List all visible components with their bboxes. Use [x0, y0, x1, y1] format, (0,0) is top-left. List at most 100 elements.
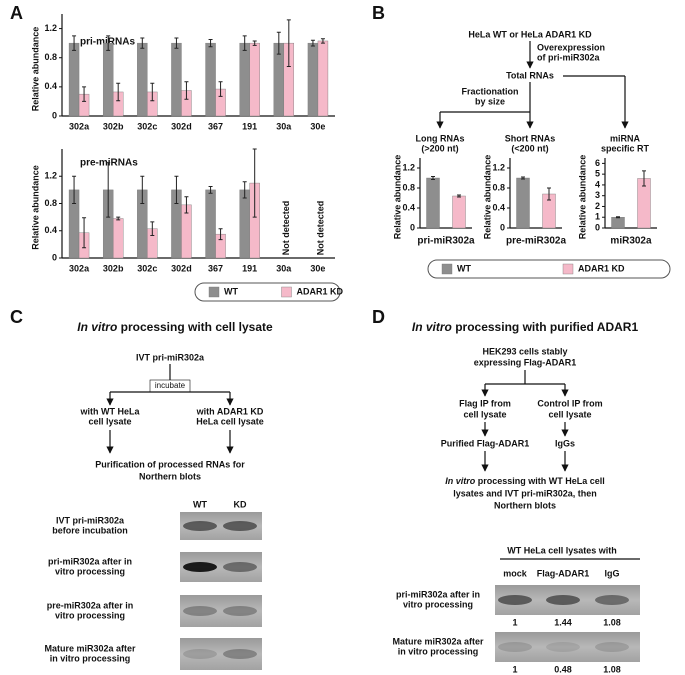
- y-tick-label: 3: [595, 190, 600, 200]
- flow-text: with WT HeLa: [80, 406, 141, 416]
- x-tick-label: 302c: [137, 263, 157, 273]
- row-label: in vitro processing: [398, 646, 479, 656]
- bar: [137, 42, 148, 117]
- y-tick-label: 0.4: [44, 81, 57, 91]
- blot: [180, 638, 262, 670]
- flow-text: (>200 nt): [421, 143, 458, 153]
- flow-text: Short RNAs: [505, 133, 556, 143]
- x-tick-label: 30e: [310, 121, 325, 131]
- x-tick-label: 302d: [171, 121, 192, 131]
- flow-text: IVT pri-miR302a: [136, 352, 205, 362]
- flow-text: Flag IP from: [459, 398, 511, 408]
- row-label: vitro processing: [403, 599, 473, 609]
- blot-band: [498, 642, 532, 652]
- flow-text: HeLa WT or HeLa ADAR1 KD: [468, 29, 592, 39]
- flow-text: of pri-miR302a: [537, 52, 601, 62]
- error-bar: [184, 81, 189, 100]
- error-bar: [106, 162, 111, 218]
- y-tick-label: 1.2: [402, 162, 415, 172]
- x-tick-label: 367: [208, 263, 223, 273]
- quantification: 1.44: [554, 617, 572, 627]
- title: In vitro processing with cell lysate: [77, 320, 273, 334]
- column-label: mock: [503, 568, 528, 578]
- quantification: 1.08: [603, 664, 621, 674]
- blot-band: [498, 595, 532, 605]
- bar: [452, 195, 466, 229]
- y-axis-label: Relative abundance: [30, 165, 40, 250]
- legend-label: ADAR1 KD: [578, 263, 625, 273]
- bar: [239, 42, 250, 117]
- flow-text: Long RNAs: [416, 133, 465, 143]
- flow-text: Overexpression: [537, 42, 605, 52]
- y-tick-label: 6: [595, 158, 600, 168]
- error-bar: [521, 176, 525, 180]
- error-bar: [431, 176, 435, 180]
- x-tick-label: 191: [242, 121, 257, 131]
- panel-label: C: [10, 307, 23, 327]
- bar: [317, 40, 329, 117]
- y-tick-label: 0.4: [44, 225, 57, 235]
- x-axis-label: pre-miR302a: [506, 236, 566, 247]
- blot-band: [183, 521, 217, 531]
- bar: [205, 189, 216, 259]
- panel-label: B: [372, 3, 385, 23]
- flow-text: Northern blots: [139, 471, 201, 481]
- bar: [239, 189, 250, 259]
- x-tick-label: 302d: [171, 263, 192, 273]
- flow-text: miRNA: [610, 133, 641, 143]
- error-bar: [616, 216, 620, 219]
- bar: [307, 42, 319, 117]
- blot-band: [223, 562, 257, 572]
- y-tick-label: 1: [595, 212, 600, 222]
- flow-text: expressing Flag-ADAR1: [474, 357, 577, 367]
- flow-text: IgGs: [555, 438, 575, 448]
- y-tick-label: 0: [500, 222, 505, 232]
- error-bar: [208, 185, 213, 194]
- title: In vitro processing with WT HeLa cell: [445, 476, 605, 486]
- bar: [205, 42, 216, 117]
- y-axis-label: Relative abundance: [482, 155, 492, 240]
- error-bar: [252, 40, 257, 46]
- error-bar: [286, 19, 291, 67]
- x-axis-label: miR302a: [610, 236, 652, 247]
- y-axis-label: Relative abundance: [577, 155, 587, 240]
- legend-box: [427, 259, 671, 279]
- error-bar: [457, 194, 461, 198]
- x-tick-label: 367: [208, 121, 223, 131]
- title-italic: In vitro: [77, 320, 117, 334]
- title-text: processing with WT HeLa cell: [475, 476, 605, 486]
- y-tick-label: 2: [595, 201, 600, 211]
- flow-text: Purification of processed RNAs for: [95, 459, 245, 469]
- blot-band: [595, 642, 629, 652]
- title-italic: In vitro: [412, 320, 452, 334]
- row-label: vitro processing: [55, 610, 125, 620]
- quantification: 1.08: [603, 617, 621, 627]
- blot-band: [183, 649, 217, 659]
- bar: [516, 177, 530, 229]
- bar: [249, 42, 260, 117]
- error-bar: [310, 39, 315, 47]
- bar: [68, 42, 80, 117]
- flow-text: Fractionation: [461, 86, 518, 96]
- title-italic: In vitro: [445, 476, 476, 486]
- flow-text: HEK293 cells stably: [482, 346, 567, 356]
- error-bar: [150, 82, 155, 102]
- row-label: IVT pri-miR302a: [56, 515, 125, 525]
- row-label: pri-miR302a after in: [396, 589, 480, 599]
- flow-text: (<200 nt): [511, 143, 548, 153]
- blot: [180, 595, 262, 627]
- flow-text: HeLa cell lysate: [196, 416, 264, 426]
- legend-swatch: [441, 263, 453, 275]
- title-text: processing with purified ADAR1: [452, 320, 639, 334]
- error-bar: [116, 216, 121, 221]
- y-tick-label: 0.4: [492, 202, 505, 212]
- error-bar: [218, 81, 223, 97]
- error-bar: [106, 35, 111, 51]
- panel-label: D: [372, 307, 385, 327]
- flow-text: Purified Flag-ADAR1: [441, 438, 530, 448]
- title: In vitro processing with purified ADAR1: [412, 320, 639, 334]
- y-tick-label: 1.2: [492, 162, 505, 172]
- error-bar: [140, 37, 145, 49]
- row-label: Mature miR302a after: [392, 636, 484, 646]
- flow-text: Total RNAs: [506, 70, 554, 80]
